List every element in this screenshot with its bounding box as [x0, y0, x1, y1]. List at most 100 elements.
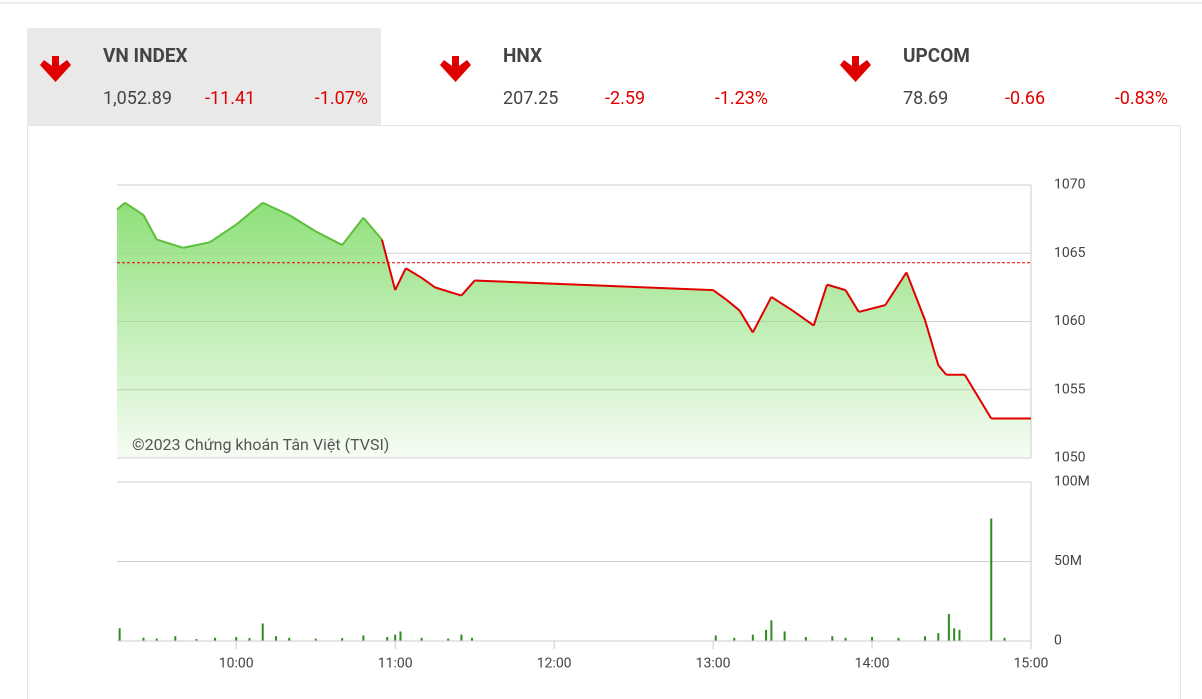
price-line-segment — [474, 279, 714, 292]
x-tick-label: 13:00 — [696, 656, 731, 672]
y-tick-label: 50M — [1054, 553, 1082, 569]
price-line-segment — [124, 201, 145, 216]
y-tick-label: 1060 — [1054, 313, 1086, 329]
price-line-segment — [116, 201, 126, 211]
price-line-segment — [460, 279, 476, 297]
volume-bar — [362, 635, 365, 641]
y-tick-label: 1065 — [1054, 245, 1086, 261]
price-line-segment — [751, 296, 773, 333]
volume-bar — [214, 637, 217, 641]
price-line-segment — [315, 230, 343, 246]
index-name: UPCOM — [903, 44, 970, 67]
price-line-segment — [884, 271, 908, 306]
price-area — [117, 202, 1031, 458]
x-tick-label: 10:00 — [219, 656, 254, 672]
price-line-segment — [288, 214, 317, 233]
price-line-segment — [235, 201, 264, 226]
volume-bar — [288, 637, 291, 641]
price-line-segment — [421, 277, 436, 289]
x-tick-label: 15:00 — [1014, 656, 1049, 672]
x-tick-label: 14:00 — [855, 656, 890, 672]
volume-bar — [471, 637, 474, 641]
volume-bar — [174, 636, 177, 641]
watermark: ©2023 Chứng khoán Tân Việt (TVSI) — [132, 435, 389, 454]
y-tick-label: 0 — [1054, 633, 1062, 649]
volume-bar — [937, 633, 940, 641]
price-line-segment — [209, 223, 237, 244]
volume-bar — [751, 634, 754, 641]
volume-bar — [447, 638, 450, 641]
index-pct: -0.83% — [1115, 88, 1168, 109]
price-line-segment — [937, 364, 947, 376]
price-line-segment — [858, 304, 886, 313]
price-line-segment — [262, 201, 290, 216]
price-line-segment — [183, 241, 210, 249]
y-tick-label: 100M — [1054, 474, 1090, 490]
index-value: 78.69 — [903, 88, 948, 109]
price-line-segment — [924, 319, 940, 366]
price-line-segment — [712, 289, 727, 301]
x-tick-label: 11:00 — [378, 656, 413, 672]
volume-bar — [765, 629, 768, 641]
down-arrow-icon — [440, 56, 471, 82]
index-value: 1,052.89 — [103, 88, 172, 109]
index-value: 207.25 — [503, 88, 558, 109]
price-line-segment — [362, 217, 383, 241]
down-arrow-icon — [40, 56, 71, 82]
volume-bar — [783, 631, 786, 641]
price-line-segment — [738, 310, 754, 333]
volume-bar — [142, 637, 145, 641]
price-line-segment — [142, 214, 158, 241]
volume-bar — [399, 631, 402, 641]
price-line-segment — [394, 267, 407, 291]
price-line-segment — [826, 283, 846, 292]
volume-bar — [248, 638, 251, 641]
volume-bar — [261, 623, 264, 641]
volume-bar — [770, 620, 773, 641]
volume-bar — [871, 637, 874, 641]
volume-bar — [947, 613, 950, 641]
volume-bar — [990, 518, 993, 641]
price-line-segment — [380, 239, 397, 291]
price-line-segment — [844, 289, 860, 313]
price-line-segment — [341, 217, 365, 246]
volume-bar — [953, 628, 956, 641]
volume-bar — [195, 639, 198, 641]
volume-bar — [341, 638, 344, 641]
index-name: VN INDEX — [103, 44, 188, 67]
price-line-segment — [963, 374, 993, 420]
volume-bar — [831, 636, 834, 641]
price-line-segment — [405, 267, 423, 279]
index-change: -0.66 — [1005, 88, 1045, 109]
down-arrow-icon — [840, 56, 871, 82]
price-line-segment — [770, 296, 794, 312]
volume-bar — [394, 634, 397, 641]
volume-bar — [118, 628, 121, 641]
y-tick-label: 1055 — [1054, 381, 1086, 397]
index-name: HNX — [503, 44, 542, 67]
y-tick-label: 1070 — [1054, 177, 1086, 193]
volume-bar — [314, 638, 317, 641]
volume-bar — [958, 629, 961, 641]
volume-bar — [1003, 637, 1006, 641]
volume-bar — [924, 636, 927, 641]
volume-bar — [714, 635, 717, 641]
volume-bar — [804, 637, 807, 641]
x-tick-label: 12:00 — [537, 656, 572, 672]
price-line-segment — [725, 298, 741, 312]
price-line-segment — [905, 271, 926, 321]
price-line-segment — [156, 238, 184, 249]
index-pct: -1.23% — [715, 88, 768, 109]
volume-bar — [235, 637, 238, 641]
volume-bar — [420, 637, 423, 641]
tile-selected[interactable] — [27, 28, 381, 125]
volume-bar — [460, 634, 463, 641]
volume-bar — [844, 637, 847, 641]
price-line-segment — [812, 284, 828, 326]
chart-panel — [27, 125, 1181, 699]
y-tick-label: 1050 — [1054, 450, 1086, 466]
volume-bar — [897, 637, 900, 641]
volume-bar — [274, 636, 277, 641]
